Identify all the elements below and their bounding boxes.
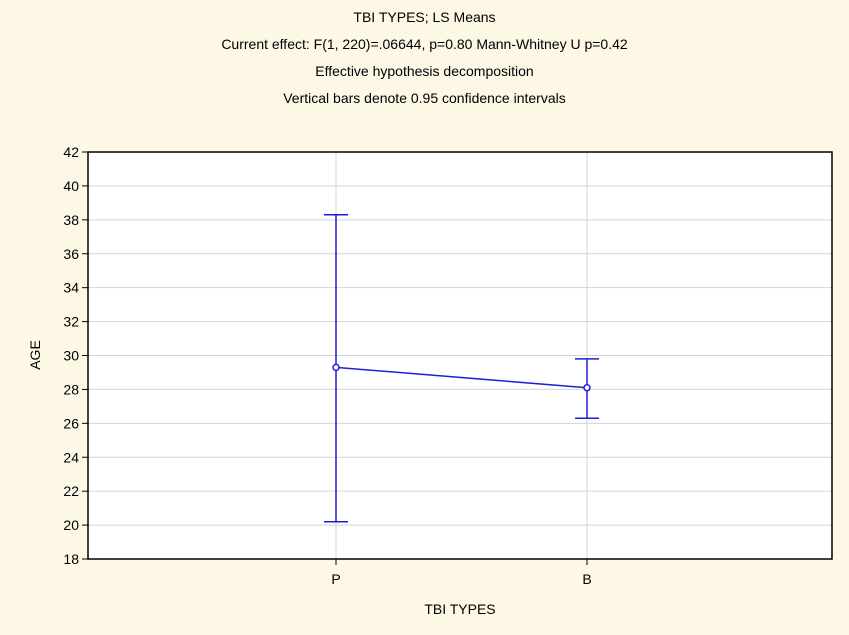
y-tick-label: 42 <box>63 144 79 160</box>
chart-subtitle-effect: Current effect: F(1, 220)=.06644, p=0.80… <box>221 36 628 52</box>
y-tick-label: 20 <box>63 517 79 533</box>
y-tick-label: 26 <box>63 415 79 431</box>
grid-lines <box>88 152 832 559</box>
mean-point-P <box>332 363 340 372</box>
y-tick-label: 40 <box>63 178 79 194</box>
y-tick-label: 38 <box>63 212 79 228</box>
axis-ticks: 18 20 22 24 26 28 30 32 34 36 38 40 42 P B <box>63 144 591 587</box>
y-tick-label: 36 <box>63 246 79 262</box>
mean-point-B <box>583 383 591 392</box>
x-axis-title: TBI TYPES <box>424 601 495 617</box>
y-tick-label: 30 <box>63 348 79 364</box>
y-tick-label: 24 <box>63 449 79 465</box>
y-tick-label: 22 <box>63 483 79 499</box>
x-tick-label-P: P <box>331 571 340 587</box>
y-tick-label: 28 <box>63 381 79 397</box>
chart-title-block: TBI TYPES; LS Means Current effect: F(1,… <box>0 0 849 112</box>
chart-subtitle-decomposition: Effective hypothesis decomposition <box>315 63 534 79</box>
y-axis-title: AGE <box>27 340 43 370</box>
x-tick-label-B: B <box>582 571 591 587</box>
mean-line <box>335 366 588 389</box>
y-tick-label: 32 <box>63 314 79 330</box>
chart-subtitle-ci: Vertical bars denote 0.95 confidence int… <box>283 90 566 106</box>
y-tick-label: 18 <box>63 551 79 567</box>
data-marks <box>324 213 599 523</box>
chart-title: TBI TYPES; LS Means <box>353 9 496 25</box>
y-tick-label: 34 <box>63 280 79 296</box>
